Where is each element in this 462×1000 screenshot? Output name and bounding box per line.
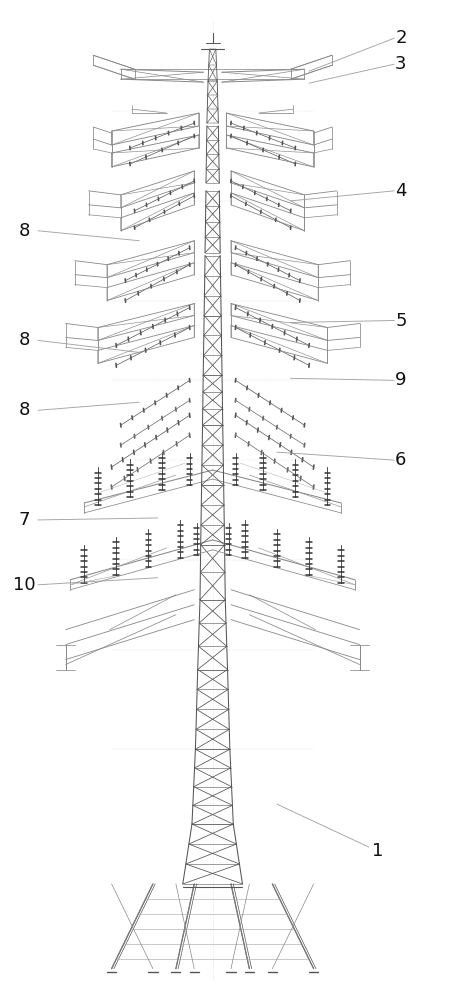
Text: 4: 4 (395, 182, 407, 200)
Text: 8: 8 (18, 331, 30, 349)
Text: 9: 9 (395, 371, 407, 389)
Text: 5: 5 (395, 312, 407, 330)
Text: 8: 8 (18, 222, 30, 240)
Text: 1: 1 (372, 842, 383, 860)
Text: 10: 10 (13, 576, 36, 594)
Text: 6: 6 (395, 451, 407, 469)
Text: 2: 2 (395, 29, 407, 47)
Text: 3: 3 (395, 55, 407, 73)
Text: 8: 8 (18, 401, 30, 419)
Text: 7: 7 (18, 511, 30, 529)
